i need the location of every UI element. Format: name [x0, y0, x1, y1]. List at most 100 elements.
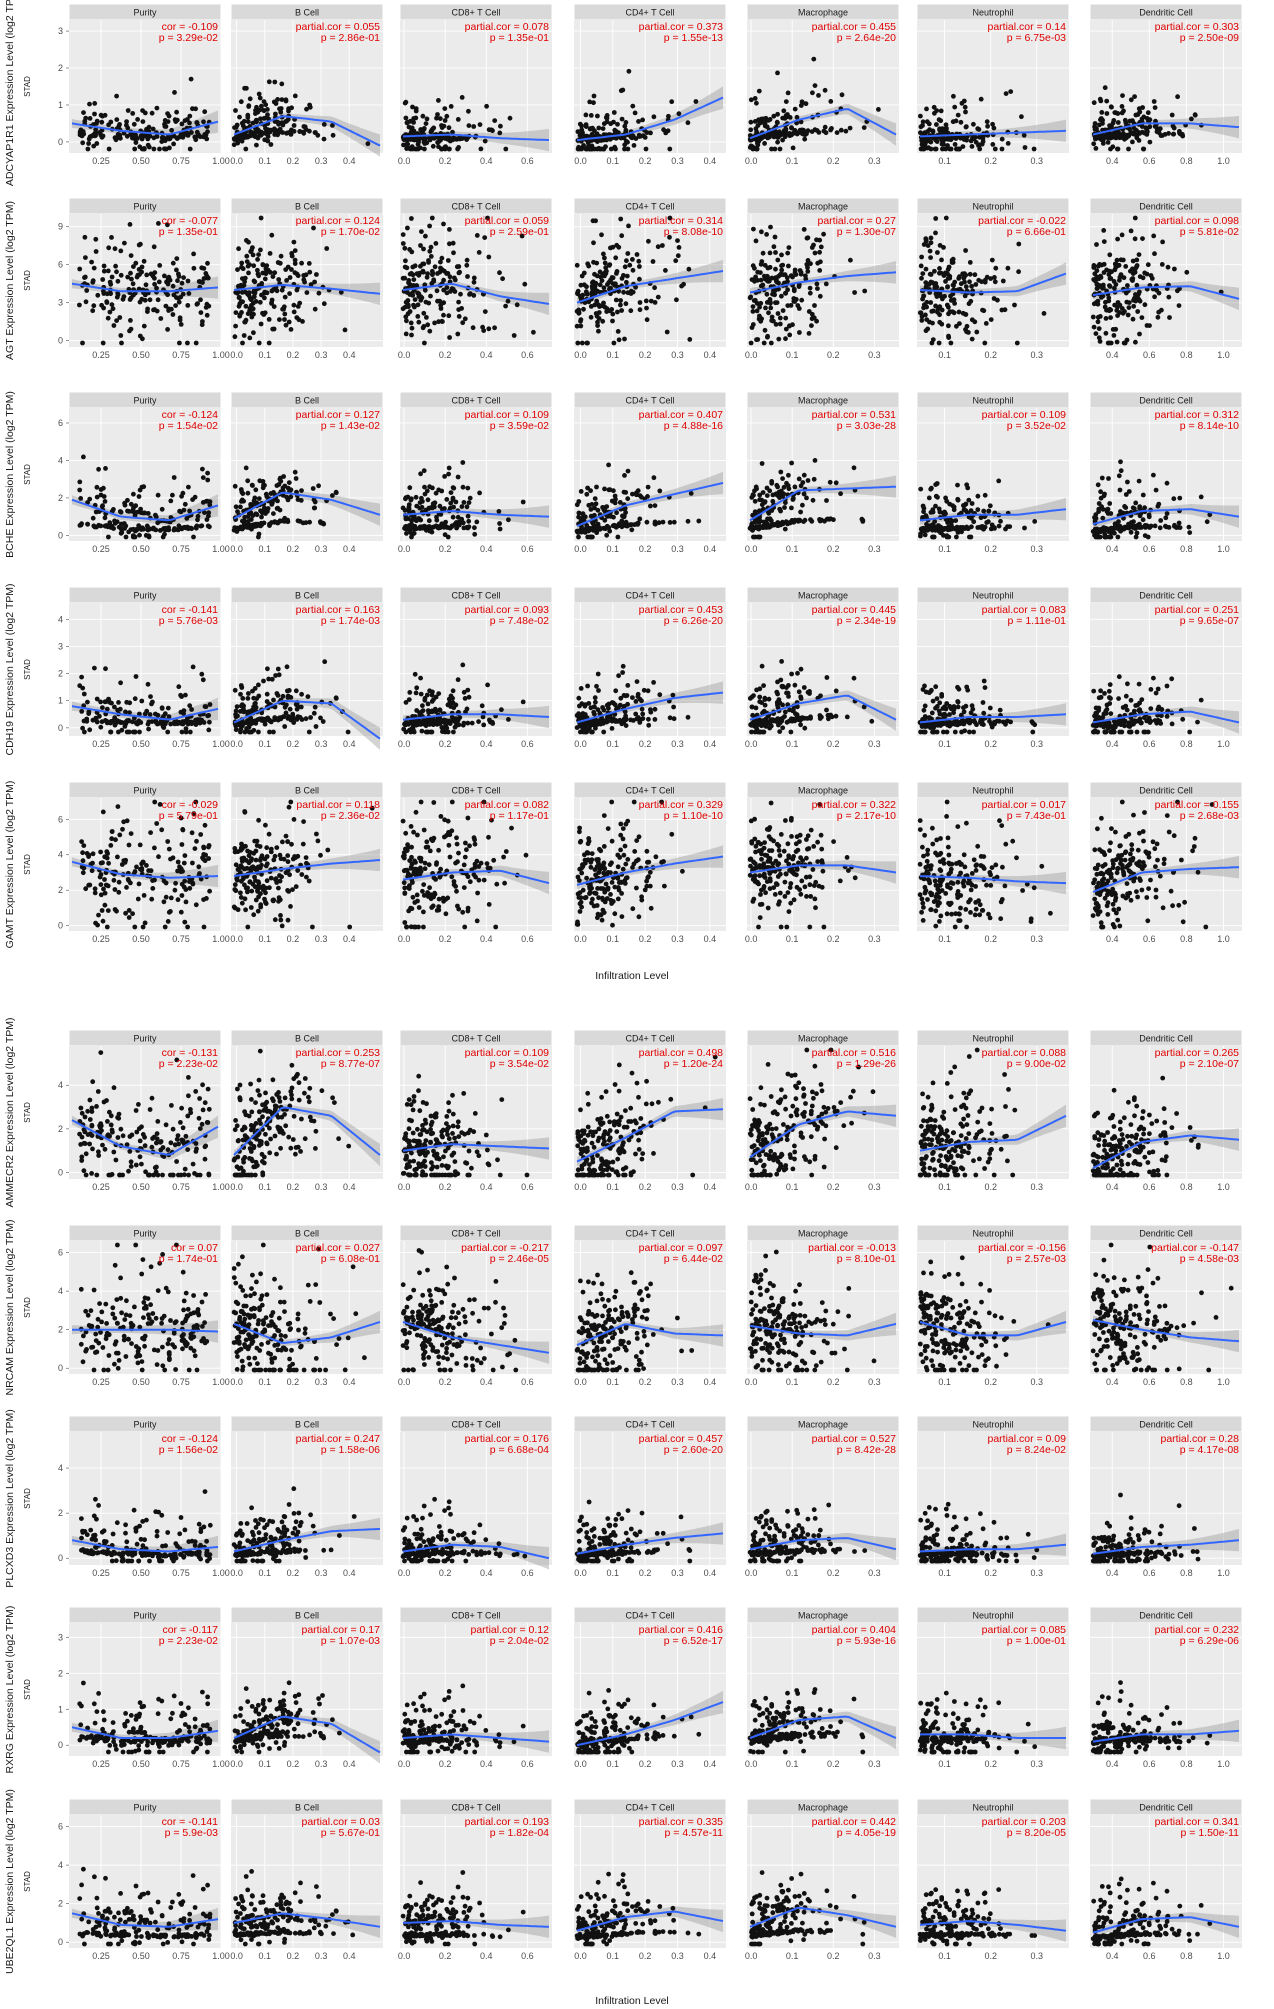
- scatter-point: [1093, 137, 1098, 142]
- scatter-point: [460, 95, 465, 100]
- x-tick-label: 1.0: [1217, 544, 1230, 554]
- scatter-point: [602, 256, 607, 261]
- scatter-point: [751, 304, 756, 309]
- scatter-point: [751, 309, 756, 314]
- scatter-point: [411, 303, 416, 308]
- scatter-point: [627, 69, 632, 74]
- scatter-point: [118, 680, 123, 685]
- scatter-point: [137, 494, 142, 499]
- scatter-point: [199, 265, 204, 270]
- scatter-point: [456, 145, 461, 150]
- scatter-point: [414, 106, 419, 111]
- scatter-point: [164, 280, 169, 285]
- scatter-point: [152, 276, 157, 281]
- scatter-point: [444, 497, 449, 502]
- scatter-point: [268, 270, 273, 275]
- scatter-point: [404, 524, 409, 529]
- scatter-point: [1154, 288, 1159, 293]
- scatter-point: [1127, 300, 1132, 305]
- row-agt: AGT Expression Level (log2 TPM) STAD0369P…: [4, 198, 1242, 360]
- scatter-point: [276, 260, 281, 265]
- scatter-point: [1116, 147, 1121, 152]
- scatter-point: [287, 320, 292, 325]
- figure-rows: ADCYAP1R1 Expression Level (log2 TPM) STA…: [4, 0, 1242, 1974]
- scatter-point: [633, 111, 638, 116]
- scatter-point: [167, 275, 172, 280]
- scatter-point: [937, 341, 942, 346]
- scatter-point: [242, 333, 247, 338]
- scatter-point: [1158, 518, 1163, 523]
- panel-adcyap1r1-purity: Purity0.25 0.50 0.75 1.00cor = -0.109p = 3.…: [69, 4, 230, 166]
- scatter-point: [779, 489, 784, 494]
- scatter-point: [596, 126, 601, 131]
- scatter-point: [405, 142, 410, 147]
- scatter-point: [181, 491, 186, 496]
- scatter-point: [446, 258, 451, 263]
- scatter-point: [789, 125, 794, 130]
- scatter-point: [928, 255, 933, 260]
- scatter-point: [206, 524, 211, 529]
- scatter-point: [111, 526, 116, 531]
- scatter-point: [484, 104, 489, 109]
- scatter-point: [615, 310, 620, 315]
- scatter-point: [422, 147, 427, 152]
- scatter-point: [961, 276, 966, 281]
- scatter-point: [100, 114, 105, 119]
- scatter-point: [921, 119, 926, 124]
- scatter-point: [640, 118, 645, 123]
- scatter-point: [177, 526, 182, 531]
- scatter-point: [800, 503, 805, 508]
- scatter-point: [102, 494, 107, 499]
- y-axis-label-agt: AGT Expression Level (log2 TPM): [4, 201, 16, 360]
- scatter-point: [146, 533, 151, 538]
- row-bche: BCHE Expression Level (log2 TPM) STAD0246…: [4, 391, 1242, 558]
- scatter-point: [109, 719, 114, 724]
- scatter-point: [778, 522, 783, 527]
- scatter-point: [285, 518, 290, 523]
- x-tick-label: 0.4: [343, 156, 356, 166]
- scatter-point: [267, 341, 272, 346]
- scatter-point: [802, 473, 807, 478]
- scatter-point: [620, 514, 625, 519]
- scatter-point: [828, 480, 833, 485]
- scatter-point: [239, 683, 244, 688]
- scatter-point: [489, 127, 494, 132]
- scatter-point: [471, 325, 476, 330]
- scatter-point: [758, 270, 763, 275]
- scatter-point: [447, 227, 452, 232]
- scatter-point: [294, 315, 299, 320]
- scatter-point: [584, 492, 589, 497]
- scatter-point: [119, 728, 124, 733]
- scatter-point: [106, 245, 111, 250]
- scatter-point: [1117, 527, 1122, 532]
- scatter-point: [768, 225, 773, 230]
- scatter-point: [1171, 496, 1176, 501]
- scatter-point: [422, 140, 427, 145]
- scatter-point: [426, 258, 431, 263]
- scatter-point: [816, 93, 821, 98]
- scatter-point: [244, 135, 249, 140]
- scatter-point: [286, 265, 291, 270]
- scatter-point: [434, 515, 439, 520]
- scatter-point: [100, 277, 105, 282]
- scatter-point: [928, 487, 933, 492]
- scatter-point: [645, 520, 650, 525]
- scatter-point: [1152, 99, 1157, 104]
- scatter-point: [79, 709, 84, 714]
- scatter-point: [933, 137, 938, 142]
- x-tick-label: 0.4: [480, 544, 493, 554]
- scatter-point: [343, 328, 348, 333]
- scatter-point: [241, 704, 246, 709]
- scatter-point: [587, 100, 592, 105]
- x-tick-label: 0.4: [1106, 544, 1119, 554]
- scatter-point: [206, 514, 211, 519]
- scatter-point: [998, 519, 1003, 524]
- scatter-point: [753, 499, 758, 504]
- scatter-point: [260, 717, 265, 722]
- panel-bche-dendritic-cell: Dendritic Cell0.4 0.6 0.8 1.0partial.cor = …: [1090, 392, 1242, 554]
- scatter-point: [157, 280, 162, 285]
- scatter-point: [240, 276, 245, 281]
- panel-agt-b-cell: B Cell0.0 0.1 0.2 0.3 0.4partial.cor = 0.124…: [230, 198, 383, 360]
- scatter-point: [812, 477, 817, 482]
- scatter-point: [1125, 480, 1130, 485]
